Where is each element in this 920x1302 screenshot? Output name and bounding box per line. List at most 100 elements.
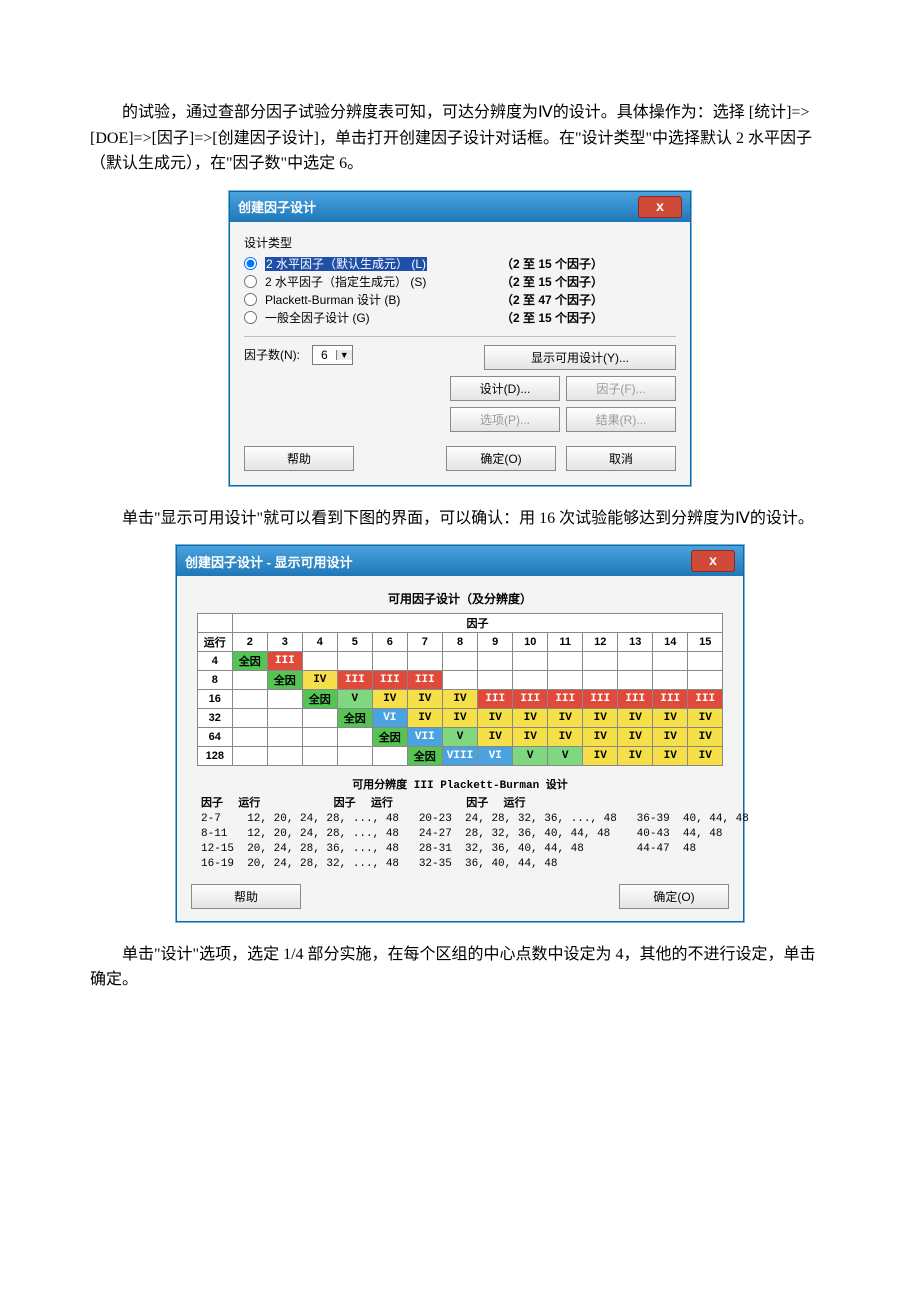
resolution-cell (442, 671, 477, 690)
resolution-cell: IV (618, 709, 653, 728)
resolution-cell: III (513, 690, 548, 709)
dialog-title: 创建因子设计 (238, 197, 316, 216)
dialog-title: 创建因子设计 - 显示可用设计 (185, 552, 353, 571)
resolution-cell: III (337, 671, 372, 690)
radio-label: Plackett-Burman 设计 (B) (265, 291, 495, 308)
table-row: 8全因IVIIIIIIIII (197, 671, 722, 690)
table-col-header: 11 (548, 633, 583, 652)
resolution-cell (302, 709, 337, 728)
pb-table: 因子 运行 因子 运行 因子 运行 2-7 12, 20, 24, 28, ..… (201, 796, 719, 871)
radio-note: （2 至 47 个因子） (501, 291, 603, 308)
table-col-header: 14 (653, 633, 688, 652)
resolution-cell: IV (618, 728, 653, 747)
resolution-cell (372, 652, 407, 671)
design-type-radio[interactable]: 2 水平因子（指定生成元） (S)（2 至 15 个因子） (244, 273, 676, 290)
resolution-cell (337, 747, 372, 766)
paragraph-2: 单击"显示可用设计"就可以看到下图的界面，可以确认：用 16 次试验能够达到分辨… (90, 506, 830, 532)
factor-button: 因子(F)... (566, 376, 676, 401)
resolution-cell: VIII (442, 747, 477, 766)
table-col-header: 13 (618, 633, 653, 652)
radio-note: （2 至 15 个因子） (501, 309, 603, 326)
radio-input[interactable] (244, 311, 257, 324)
factor-count-select[interactable]: 6 ▼ (312, 345, 353, 365)
cancel-button[interactable]: 取消 (566, 446, 676, 471)
resolution-cell: V (513, 747, 548, 766)
resolution-cell: IV (618, 747, 653, 766)
resolution-cell (478, 652, 513, 671)
radio-input[interactable] (244, 293, 257, 306)
radio-note: （2 至 15 个因子） (501, 255, 603, 272)
resolution-cell: VII (407, 728, 442, 747)
radio-input[interactable] (244, 275, 257, 288)
table-col-header: 12 (583, 633, 618, 652)
resolution-cell: V (548, 747, 583, 766)
resolution-cell: IV (583, 747, 618, 766)
resolution-cell: IV (407, 709, 442, 728)
resolution-cell (232, 690, 267, 709)
show-available-button[interactable]: 显示可用设计(Y)... (484, 345, 676, 370)
resolution-cell (548, 652, 583, 671)
radio-input[interactable] (244, 257, 257, 270)
resolution-cell: IV (513, 709, 548, 728)
resolution-cell: IV (478, 728, 513, 747)
resolution-cell: IV (688, 709, 723, 728)
resolution-cell: III (653, 690, 688, 709)
resolution-cell: III (407, 671, 442, 690)
resolution-cell (337, 728, 372, 747)
resolution-cell (442, 652, 477, 671)
available-designs-dialog: 创建因子设计 - 显示可用设计 x 可用因子设计（及分辨度） 因子 运行2345… (176, 545, 744, 921)
resolution-cell: III (372, 671, 407, 690)
resolution-cell: IV (653, 709, 688, 728)
table-row: 32全因VIIVIVIVIVIVIVIVIVIV (197, 709, 722, 728)
resolution-cell: V (442, 728, 477, 747)
resolution-cell: IV (372, 690, 407, 709)
resolution-cell: IV (478, 709, 513, 728)
resolution-cell: III (267, 652, 302, 671)
factor-count-label: 因子数(N): (244, 346, 300, 363)
close-icon[interactable]: x (691, 550, 735, 572)
factor-count-value: 6 (313, 348, 336, 362)
resolution-cell (232, 747, 267, 766)
resolution-cell: IV (688, 728, 723, 747)
dialog-titlebar: 创建因子设计 - 显示可用设计 x (177, 546, 743, 576)
resolution-cell (232, 671, 267, 690)
resolution-cell: 全因 (267, 671, 302, 690)
design-type-radio[interactable]: 2 水平因子（默认生成元） (L) （2 至 15 个因子） (244, 255, 676, 272)
design-type-radio[interactable]: 一般全因子设计 (G)（2 至 15 个因子） (244, 309, 676, 326)
help-button[interactable]: 帮助 (244, 446, 354, 471)
run-header: 16 (197, 690, 232, 709)
resolution-cell: 全因 (337, 709, 372, 728)
run-header: 4 (197, 652, 232, 671)
dialog-titlebar: 创建因子设计 x (230, 192, 690, 222)
resolution-cell: IV (653, 747, 688, 766)
resolution-cell: IV (513, 728, 548, 747)
resolution-cell (688, 652, 723, 671)
resolution-table: 因子 运行23456789101112131415 4全因III8全因IVIII… (197, 613, 723, 766)
table-rowhdr-label: 运行 (197, 633, 232, 652)
resolution-cell: IV (442, 709, 477, 728)
table-col-header: 9 (478, 633, 513, 652)
table-col-header: 15 (688, 633, 723, 652)
ok-button[interactable]: 确定(O) (619, 884, 729, 909)
help-button[interactable]: 帮助 (191, 884, 301, 909)
table-colgroup-factor: 因子 (232, 614, 722, 633)
close-icon[interactable]: x (638, 196, 682, 218)
resolution-cell (302, 728, 337, 747)
table-col-header: 7 (407, 633, 442, 652)
table-row: 4全因III (197, 652, 722, 671)
resolution-cell (267, 728, 302, 747)
resolution-cell (232, 728, 267, 747)
radio-label: 2 水平因子（默认生成元） (L) (265, 255, 495, 272)
resolution-cell (267, 709, 302, 728)
table-row: 128全因VIIIVIVVIVIVIVIV (197, 747, 722, 766)
resolution-cell: IV (302, 671, 337, 690)
radio-note: （2 至 15 个因子） (501, 273, 603, 290)
paragraph-3: 单击"设计"选项，选定 1/4 部分实施，在每个区组的中心点数中设定为 4，其他… (90, 942, 830, 993)
design-button[interactable]: 设计(D)... (450, 376, 560, 401)
run-header: 128 (197, 747, 232, 766)
options-button: 选项(P)... (450, 407, 560, 432)
table-corner (197, 614, 232, 633)
design-type-radio[interactable]: Plackett-Burman 设计 (B) （2 至 47 个因子） (244, 291, 676, 308)
table-row: 64全因VIIVIVIVIVIVIVIVIV (197, 728, 722, 747)
ok-button[interactable]: 确定(O) (446, 446, 556, 471)
